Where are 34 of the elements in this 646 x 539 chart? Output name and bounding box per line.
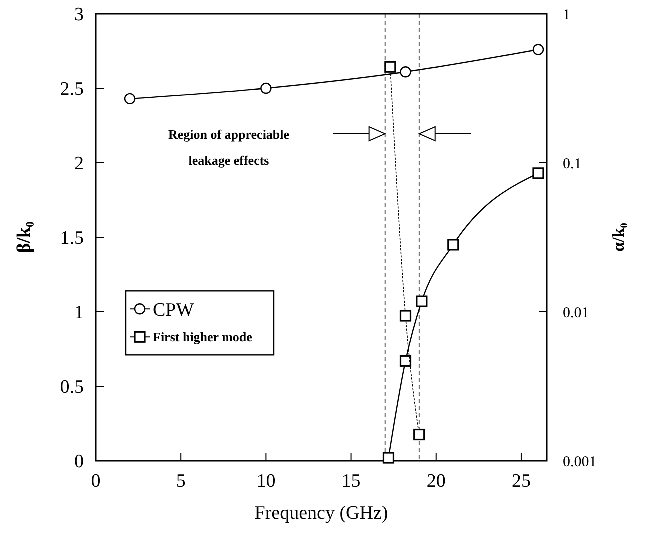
y-tick-label: 2.5 (60, 79, 84, 100)
y-tick-label: 1 (74, 302, 84, 324)
x-tick-label: 5 (176, 471, 186, 492)
legend-label: CPW (153, 300, 194, 321)
y-axis-title: β/k₀ (14, 221, 35, 254)
x-tick-label: 10 (256, 471, 276, 492)
point (260, 82, 272, 94)
x-tick-label: 0 (91, 471, 101, 492)
y2-tick-label: 1 (563, 7, 570, 24)
point (384, 61, 396, 73)
legend-label: First higher mode (153, 330, 253, 345)
y-tick-label: 3 (74, 4, 84, 26)
y-tick-label: 0 (74, 452, 84, 473)
annotation: Region of appreciable leakage effects (168, 127, 290, 168)
point (400, 66, 412, 78)
point (414, 428, 426, 441)
point (382, 452, 395, 464)
point (532, 44, 544, 56)
y2-tick-label: 0.001 (563, 454, 597, 470)
x-tick-label: 25 (512, 471, 531, 492)
y2-tick-label: 0.01 (563, 305, 590, 322)
y2-axis-title: α/k₀ (609, 223, 628, 252)
y-tick-label: 0.5 (60, 377, 84, 398)
point (532, 168, 544, 180)
x-axis-title: Frequency (GHz) (254, 503, 388, 524)
point (448, 239, 460, 251)
y-tick-label: 2 (74, 154, 84, 175)
point (416, 296, 428, 308)
point (400, 355, 412, 367)
point (400, 310, 412, 322)
y2-tick-label: 0.1 (563, 156, 582, 172)
y-tick-label: 1.5 (60, 228, 84, 250)
x-tick-label: 15 (342, 471, 361, 492)
x-tick-label: 20 (426, 471, 446, 492)
